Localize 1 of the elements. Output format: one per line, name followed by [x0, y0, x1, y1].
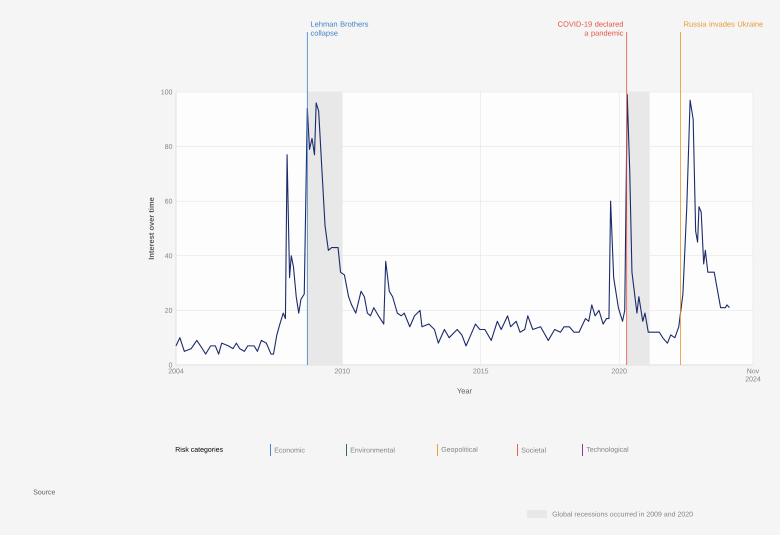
line-series — [175, 94, 730, 355]
